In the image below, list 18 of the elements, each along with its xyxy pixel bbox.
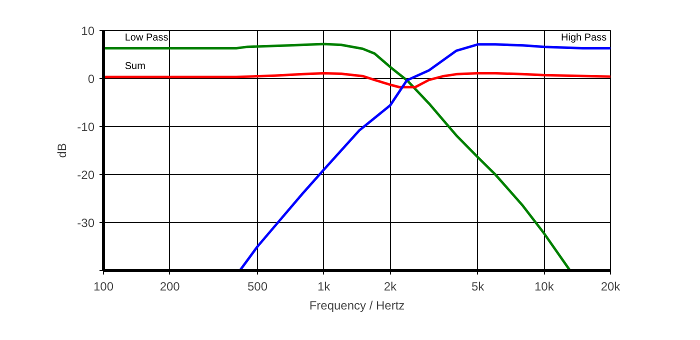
x-tick-label: 20k — [600, 280, 622, 294]
x-tick-label: 10k — [534, 280, 555, 294]
series-label: Low Pass — [124, 32, 168, 44]
y-tick-label: -10 — [77, 120, 95, 134]
y-tick-label: -30 — [77, 216, 95, 230]
y-tick-label: -20 — [77, 168, 95, 182]
series-label: High Pass — [561, 32, 607, 44]
x-tick-label: 500 — [248, 280, 268, 294]
x-tick-label: 1k — [318, 280, 332, 294]
y-axis-title: dB — [55, 143, 70, 158]
x-tick-label: 100 — [93, 280, 114, 294]
x-tick-label: 200 — [160, 280, 180, 294]
x-tick-label: 2k — [384, 280, 398, 294]
y-tick-label: 0 — [88, 72, 95, 86]
x-tick-label: 5k — [472, 280, 486, 294]
x-axis-title: Frequency / Hertz — [309, 298, 405, 312]
series-label: Sum — [124, 61, 146, 72]
y-tick-label: 10 — [81, 24, 95, 38]
